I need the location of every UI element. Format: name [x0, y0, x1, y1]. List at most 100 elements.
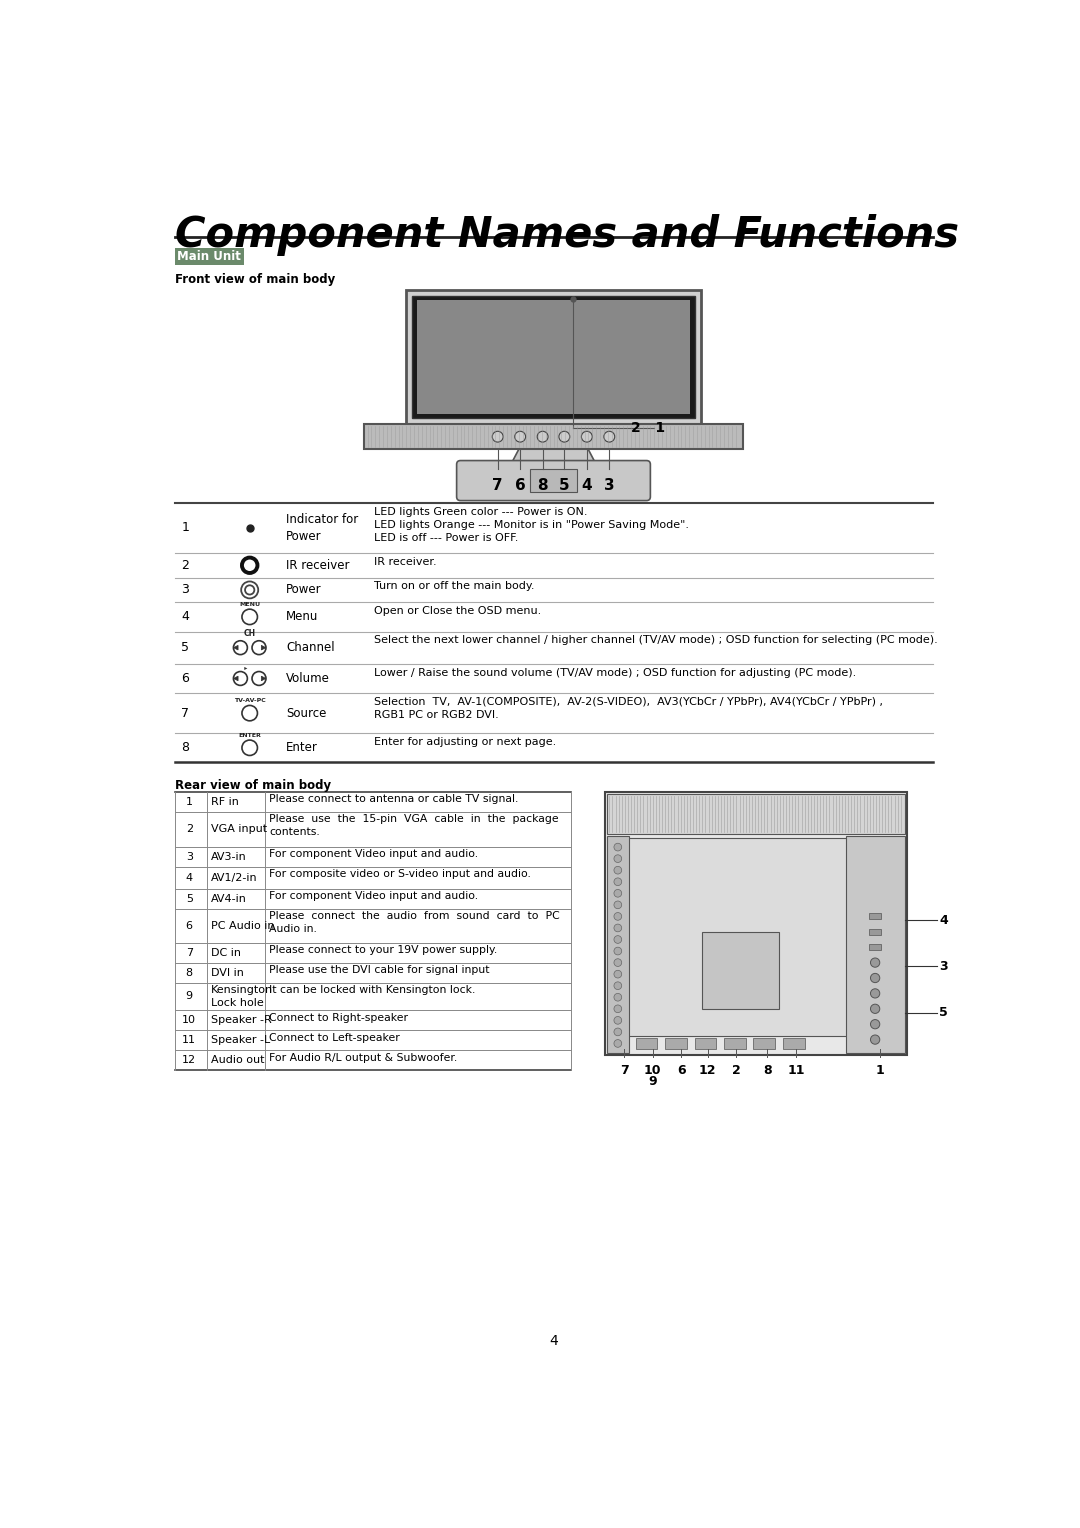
Circle shape: [613, 1016, 622, 1024]
Text: 5: 5: [559, 478, 569, 494]
Circle shape: [870, 973, 880, 983]
Text: Menu: Menu: [286, 610, 319, 623]
Text: Component Names and Functions: Component Names and Functions: [175, 214, 959, 257]
Polygon shape: [261, 677, 266, 681]
Text: 5: 5: [940, 1005, 948, 1019]
Text: Please connect to your 19V power supply.: Please connect to your 19V power supply.: [269, 944, 497, 955]
Circle shape: [870, 1019, 880, 1028]
Text: Volume: Volume: [286, 672, 330, 685]
Text: 2: 2: [732, 1063, 741, 1077]
Text: 3: 3: [604, 478, 615, 494]
Circle shape: [515, 431, 526, 442]
Text: 7: 7: [181, 706, 189, 720]
Text: 3: 3: [186, 853, 192, 862]
Text: Main Unit: Main Unit: [177, 251, 241, 263]
Text: It can be locked with Kensington lock.: It can be locked with Kensington lock.: [269, 986, 475, 995]
Circle shape: [537, 431, 548, 442]
Text: PC Audio in: PC Audio in: [211, 921, 274, 931]
Text: Please  use  the  15-pin  VGA  cable  in  the  package
contents.: Please use the 15-pin VGA cable in the p…: [269, 814, 558, 837]
FancyBboxPatch shape: [530, 469, 577, 492]
Circle shape: [613, 902, 622, 909]
Text: Connect to Left-speaker: Connect to Left-speaker: [269, 1033, 400, 1042]
Text: 4: 4: [549, 1334, 558, 1348]
Circle shape: [613, 935, 622, 943]
Text: Selection  TV,  AV-1(COMPOSITE),  AV-2(S-VIDEO),  AV3(YCbCr / YPbPr), AV4(YCbCr : Selection TV, AV-1(COMPOSITE), AV-2(S-VI…: [374, 697, 882, 720]
FancyBboxPatch shape: [607, 836, 629, 1053]
Text: For component Video input and audio.: For component Video input and audio.: [269, 891, 478, 902]
Circle shape: [613, 1039, 622, 1047]
FancyBboxPatch shape: [783, 1038, 805, 1048]
Text: 7: 7: [186, 947, 193, 958]
Text: Front view of main body: Front view of main body: [175, 272, 336, 286]
Text: 8: 8: [186, 967, 193, 978]
Text: Select the next lower channel / higher channel (TV/AV mode) ; OSD function for s: Select the next lower channel / higher c…: [374, 636, 937, 645]
Text: Open or Close the OSD menu.: Open or Close the OSD menu.: [374, 607, 541, 616]
Text: Turn on or off the main body.: Turn on or off the main body.: [374, 582, 535, 591]
Circle shape: [613, 912, 622, 920]
Text: AV1/2-in: AV1/2-in: [211, 872, 257, 883]
Text: 4: 4: [186, 872, 193, 883]
Text: 4: 4: [181, 610, 189, 623]
FancyBboxPatch shape: [605, 792, 907, 1054]
Text: Source: Source: [286, 706, 326, 720]
Circle shape: [581, 431, 592, 442]
Text: 1: 1: [186, 796, 192, 807]
Polygon shape: [511, 425, 596, 465]
Text: ENTER: ENTER: [239, 733, 261, 738]
Text: Lower / Raise the sound volume (TV/AV mode) ; OSD function for adjusting (PC mod: Lower / Raise the sound volume (TV/AV mo…: [374, 668, 856, 678]
Text: AV3-in: AV3-in: [211, 853, 246, 862]
FancyBboxPatch shape: [702, 932, 779, 1008]
FancyBboxPatch shape: [724, 1038, 745, 1048]
Text: 8: 8: [538, 478, 548, 494]
Text: 8: 8: [181, 741, 189, 755]
FancyBboxPatch shape: [869, 929, 881, 935]
Text: 6: 6: [677, 1063, 686, 1077]
Polygon shape: [233, 645, 238, 649]
Text: 4: 4: [581, 478, 592, 494]
FancyBboxPatch shape: [364, 425, 743, 449]
FancyBboxPatch shape: [847, 836, 905, 1053]
FancyBboxPatch shape: [636, 1038, 658, 1048]
FancyBboxPatch shape: [665, 1038, 687, 1048]
FancyBboxPatch shape: [754, 1038, 775, 1048]
FancyBboxPatch shape: [406, 290, 701, 425]
Text: MENU: MENU: [239, 602, 260, 607]
FancyBboxPatch shape: [417, 301, 690, 414]
Circle shape: [613, 866, 622, 874]
Text: Please connect to antenna or cable TV signal.: Please connect to antenna or cable TV si…: [269, 795, 518, 804]
Text: Speaker -L: Speaker -L: [211, 1036, 270, 1045]
Text: 2: 2: [181, 559, 189, 571]
FancyBboxPatch shape: [413, 296, 694, 419]
FancyBboxPatch shape: [175, 248, 243, 264]
FancyBboxPatch shape: [869, 914, 881, 920]
Text: 11: 11: [183, 1036, 197, 1045]
Text: IR receiver: IR receiver: [286, 559, 350, 571]
Text: Channel: Channel: [286, 642, 335, 654]
Text: DVI in: DVI in: [211, 967, 244, 978]
Text: Connect to Right-speaker: Connect to Right-speaker: [269, 1013, 408, 1022]
Circle shape: [613, 889, 622, 897]
Text: CH: CH: [244, 628, 256, 637]
Polygon shape: [244, 666, 247, 669]
Circle shape: [613, 1005, 622, 1013]
Text: For Audio R/L output & Subwoofer.: For Audio R/L output & Subwoofer.: [269, 1053, 457, 1062]
Text: 3: 3: [940, 960, 948, 973]
Text: For component Video input and audio.: For component Video input and audio.: [269, 850, 478, 859]
Text: 4: 4: [940, 914, 948, 927]
FancyBboxPatch shape: [457, 460, 650, 501]
Text: 9: 9: [186, 992, 193, 1001]
Text: RF in: RF in: [211, 796, 239, 807]
Circle shape: [604, 431, 615, 442]
Circle shape: [613, 970, 622, 978]
Text: Enter: Enter: [286, 741, 318, 755]
Text: 10: 10: [644, 1063, 661, 1077]
Text: Please use the DVI cable for signal input: Please use the DVI cable for signal inpu…: [269, 964, 489, 975]
Text: DC in: DC in: [211, 947, 241, 958]
Text: 6: 6: [186, 921, 192, 931]
Text: VGA input: VGA input: [211, 825, 267, 834]
Text: 5: 5: [181, 642, 189, 654]
Circle shape: [492, 431, 503, 442]
Polygon shape: [261, 645, 266, 649]
FancyBboxPatch shape: [869, 944, 881, 950]
Circle shape: [613, 993, 622, 1001]
